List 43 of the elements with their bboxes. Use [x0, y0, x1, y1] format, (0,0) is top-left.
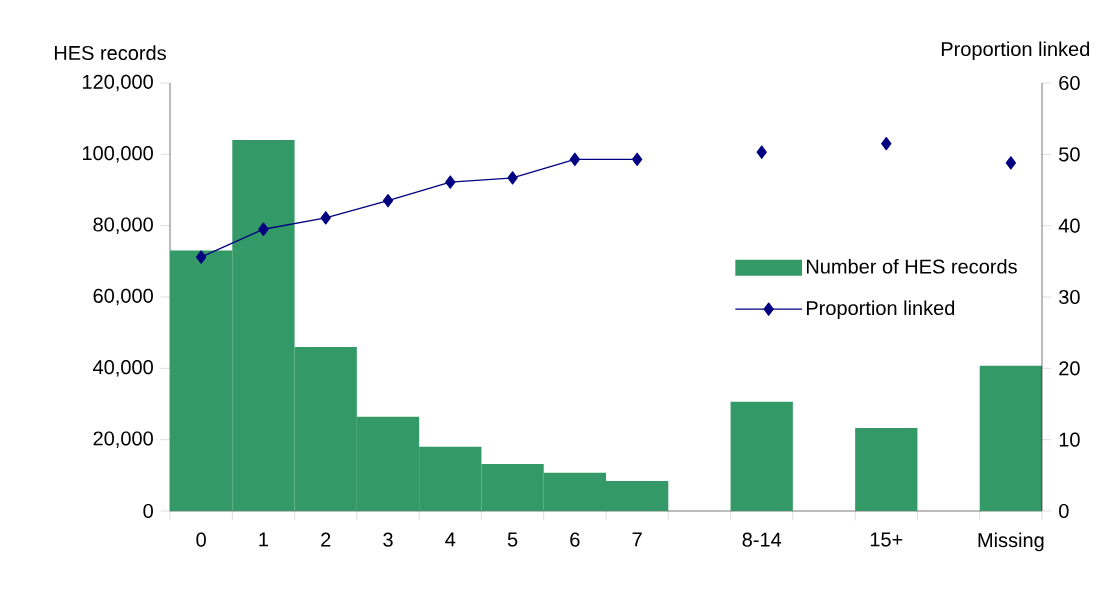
x-tick-label: 1	[259, 532, 269, 547]
legend-label: Number of HES records	[806, 258, 1017, 274]
point	[320, 211, 331, 225]
point	[1005, 156, 1017, 170]
point	[445, 175, 456, 189]
x-tick-label: 7	[632, 532, 642, 547]
y-tick-label: 120,000	[82, 74, 153, 92]
point	[881, 136, 892, 151]
point	[258, 222, 269, 236]
y-tick-label: 100,000	[82, 146, 153, 163]
y2-tick-label: 40	[1058, 218, 1080, 233]
y-axis-title: HES records	[54, 45, 166, 61]
y2-axis-title: Proportion linked	[941, 41, 1090, 61]
y2-tick-label: 0	[1059, 503, 1069, 519]
y-tick-label: 20,000	[93, 431, 153, 448]
bar	[979, 365, 1042, 511]
x-tick-label: 0	[196, 532, 206, 547]
bar	[730, 401, 793, 511]
point	[631, 152, 643, 166]
x-tick-label: 15+	[870, 532, 903, 547]
x-tick-label: Missing	[978, 532, 1044, 552]
y2-tick-label: 50	[1059, 147, 1080, 162]
point	[382, 194, 394, 208]
legend-label: Proportion linked	[806, 300, 955, 320]
x-tick-label: 2	[321, 532, 331, 547]
bar	[855, 427, 918, 511]
point	[195, 250, 207, 264]
y-tick-label: 80,000	[93, 217, 153, 234]
x-tick-label: 3	[383, 532, 393, 547]
point	[569, 152, 581, 166]
x-tick-label: 4	[445, 532, 456, 547]
point	[507, 171, 518, 185]
y2-tick-label: 20	[1059, 361, 1080, 376]
y2-tick-label: 30	[1059, 289, 1080, 305]
x-tick-label: 6	[570, 532, 580, 547]
y-tick-label: 40,000	[93, 360, 153, 377]
y-tick-label: 60,000	[93, 288, 153, 306]
x-tick-label: 8-14	[742, 532, 782, 547]
point	[756, 145, 767, 159]
y2-tick-label: 10	[1059, 432, 1080, 447]
x-tick-label: 5	[507, 532, 518, 547]
y-tick-label: 0	[143, 503, 153, 519]
y2-tick-label: 60	[1059, 75, 1080, 91]
